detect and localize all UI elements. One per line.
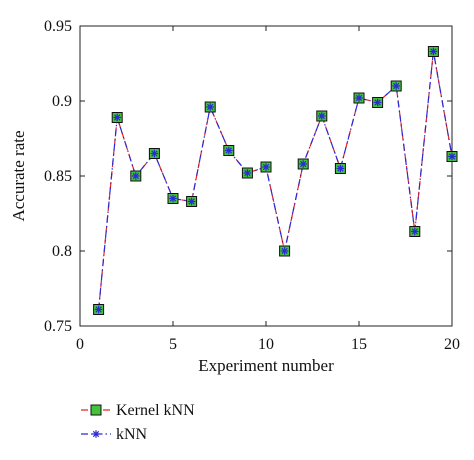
y-tick-label: 0.8 xyxy=(52,243,72,260)
data-point-knn xyxy=(206,103,214,111)
data-point-knn xyxy=(94,305,103,314)
x-tick-label: 0 xyxy=(76,336,84,353)
y-tick-label: 0.85 xyxy=(44,168,72,185)
plot-area-frame xyxy=(79,25,453,327)
asterisk-stroke xyxy=(207,103,214,111)
asterisk-stroke xyxy=(430,48,437,55)
x-tick-label: 15 xyxy=(351,336,367,353)
asterisk-stroke xyxy=(374,99,381,106)
x-axis-label: Experiment number xyxy=(198,356,334,375)
x-tick-label: 20 xyxy=(444,336,460,353)
asterisk-stroke xyxy=(393,82,400,90)
data-point-knn xyxy=(411,227,419,236)
legend-marker-knn xyxy=(92,430,100,438)
data-point-knn xyxy=(132,172,140,180)
asterisk-stroke xyxy=(188,198,195,205)
x-axis-ticks: 0 5 10 15 20 xyxy=(76,26,460,353)
data-point-knn xyxy=(113,113,121,122)
asterisk-stroke xyxy=(114,114,121,121)
x-tick-label: 5 xyxy=(169,336,177,353)
asterisk-stroke xyxy=(337,165,344,172)
legend-label-knn: kNN xyxy=(116,426,148,443)
y-tick-label: 0.75 xyxy=(44,318,72,335)
data-point-knn xyxy=(392,82,400,90)
asterisk-stroke xyxy=(300,160,307,168)
asterisk-stroke xyxy=(318,112,325,120)
data-point-knn xyxy=(336,164,345,173)
legend-label-kernel-knn: Kernel kNN xyxy=(116,402,195,419)
y-tick-label: 0.95 xyxy=(44,18,72,35)
data-point-knn xyxy=(225,146,233,155)
series-layer xyxy=(93,46,458,315)
data-point-knn xyxy=(187,197,196,206)
y-axis-label: Accurate rate xyxy=(9,130,28,221)
asterisk-stroke xyxy=(262,163,270,171)
asterisk-stroke xyxy=(448,153,456,160)
data-point-knn xyxy=(429,47,438,56)
data-point-knn xyxy=(299,160,307,168)
data-point-knn xyxy=(150,149,159,158)
data-point-knn xyxy=(318,112,326,120)
data-point-knn xyxy=(355,94,363,102)
asterisk-stroke xyxy=(225,147,232,154)
x-tick-label: 10 xyxy=(258,336,274,353)
asterisk-stroke xyxy=(92,430,100,438)
data-point-knn xyxy=(280,247,289,255)
data-point-knn xyxy=(262,163,270,171)
y-tick-label: 0.9 xyxy=(52,93,72,110)
data-point-knn xyxy=(373,98,382,107)
legend-marker-kernel-knn xyxy=(90,404,102,416)
asterisk-stroke xyxy=(411,228,418,235)
y-axis-ticks: 0.75 0.8 0.85 0.9 0.95 xyxy=(44,18,452,335)
asterisk-stroke xyxy=(281,247,288,255)
asterisk-stroke xyxy=(244,169,251,177)
data-point-knn xyxy=(243,169,252,177)
asterisk-stroke xyxy=(151,150,158,157)
asterisk-stroke xyxy=(132,172,139,180)
asterisk-stroke xyxy=(355,94,363,102)
legend: Kernel kNN kNN xyxy=(81,402,195,443)
data-point-knn xyxy=(169,194,177,203)
asterisk-stroke xyxy=(169,195,177,202)
asterisk-stroke xyxy=(95,306,102,313)
data-point-knn xyxy=(448,152,456,161)
